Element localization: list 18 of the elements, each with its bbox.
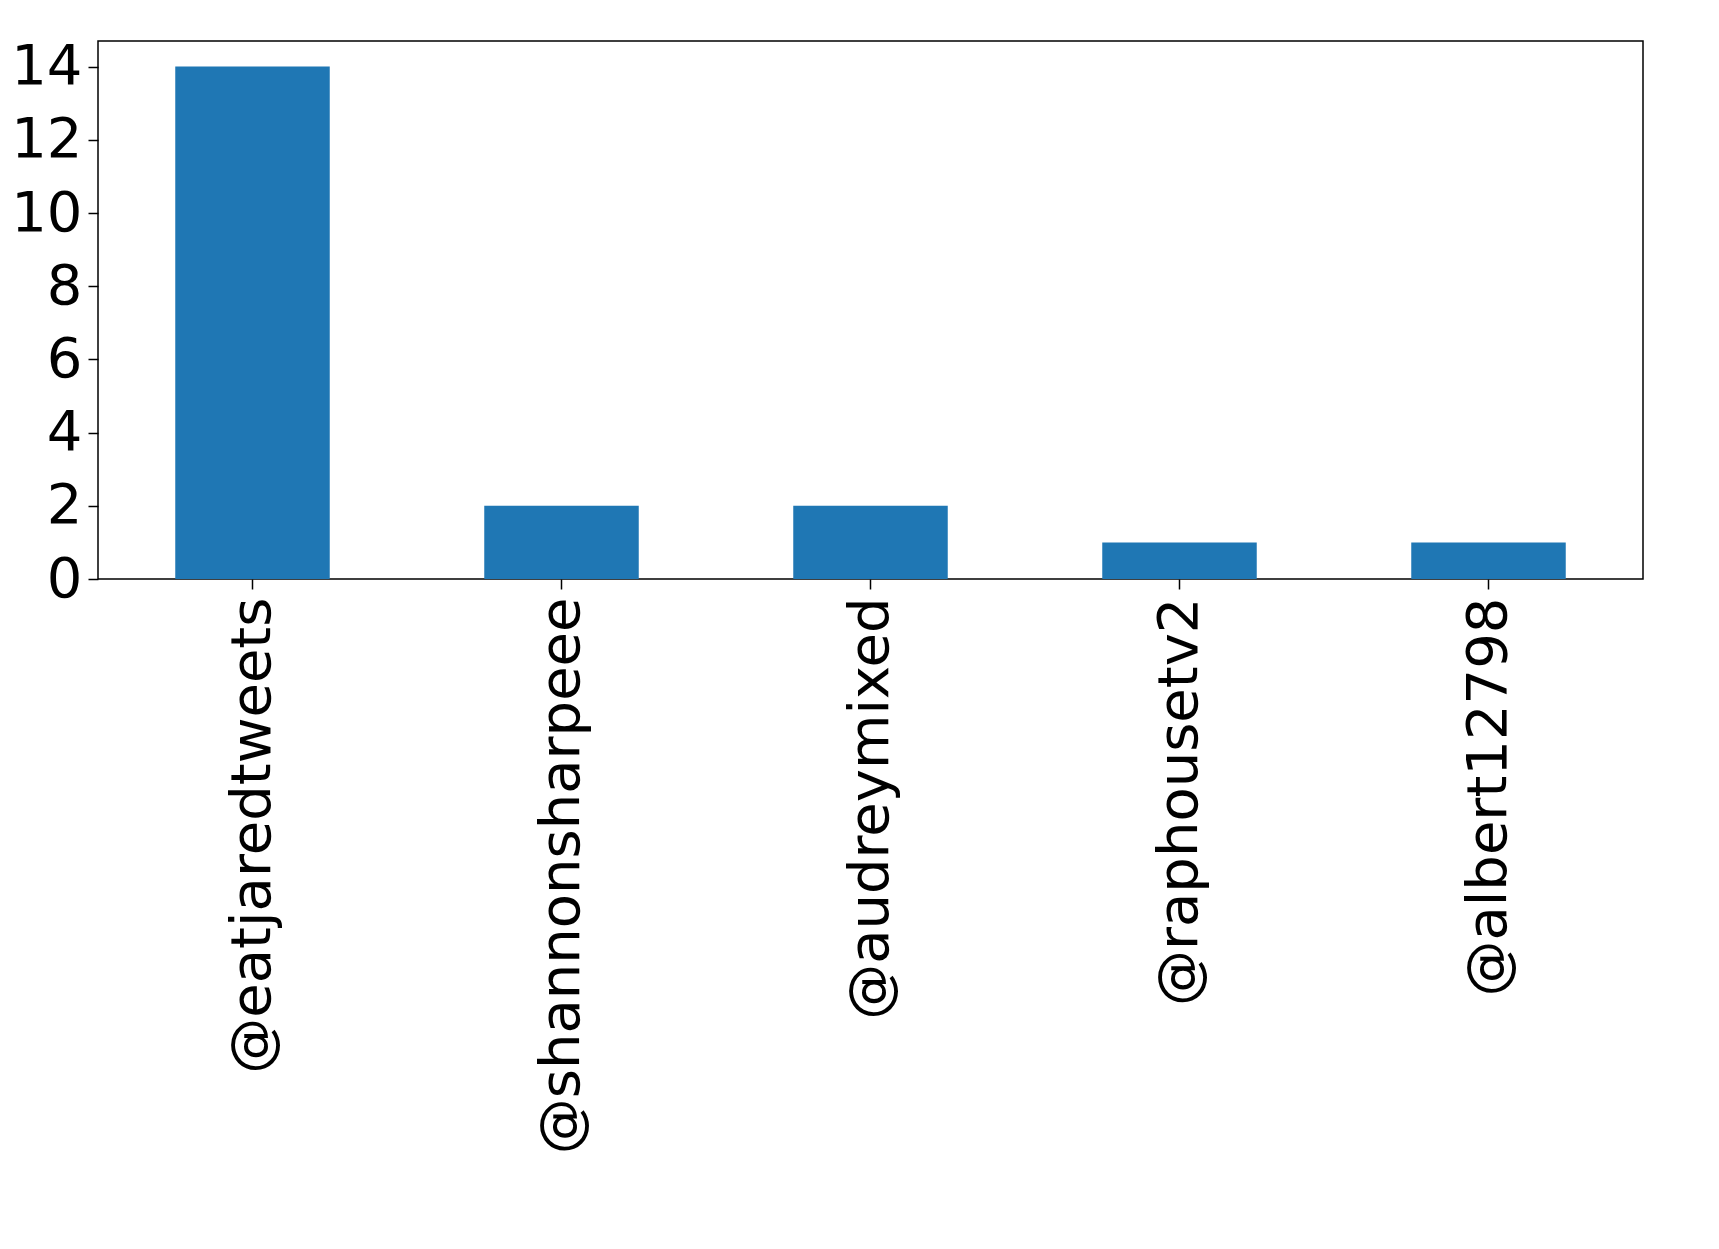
y-tick-label: 2 (46, 471, 83, 537)
bar (1411, 542, 1566, 579)
x-tick-label: @eatjaredtweets (217, 597, 283, 1074)
y-tick-label: 4 (46, 398, 83, 464)
y-tick-label: 12 (11, 105, 83, 171)
y-tick-label: 0 (46, 544, 83, 610)
y-tick-label: 8 (46, 251, 83, 317)
bar (484, 505, 639, 579)
x-tick-label: @raphousetv2 (1144, 597, 1210, 1006)
x-tick-label: @albert12798 (1453, 597, 1519, 997)
x-tick-label: @audreymixed (835, 597, 901, 1020)
y-tick-label: 14 (11, 32, 83, 98)
bar (793, 505, 948, 579)
bar (1102, 542, 1257, 579)
y-tick-label: 10 (11, 178, 83, 244)
y-tick-label: 6 (46, 324, 83, 390)
x-tick-label: @shannonsharpeee (526, 597, 592, 1155)
bar (175, 66, 330, 579)
